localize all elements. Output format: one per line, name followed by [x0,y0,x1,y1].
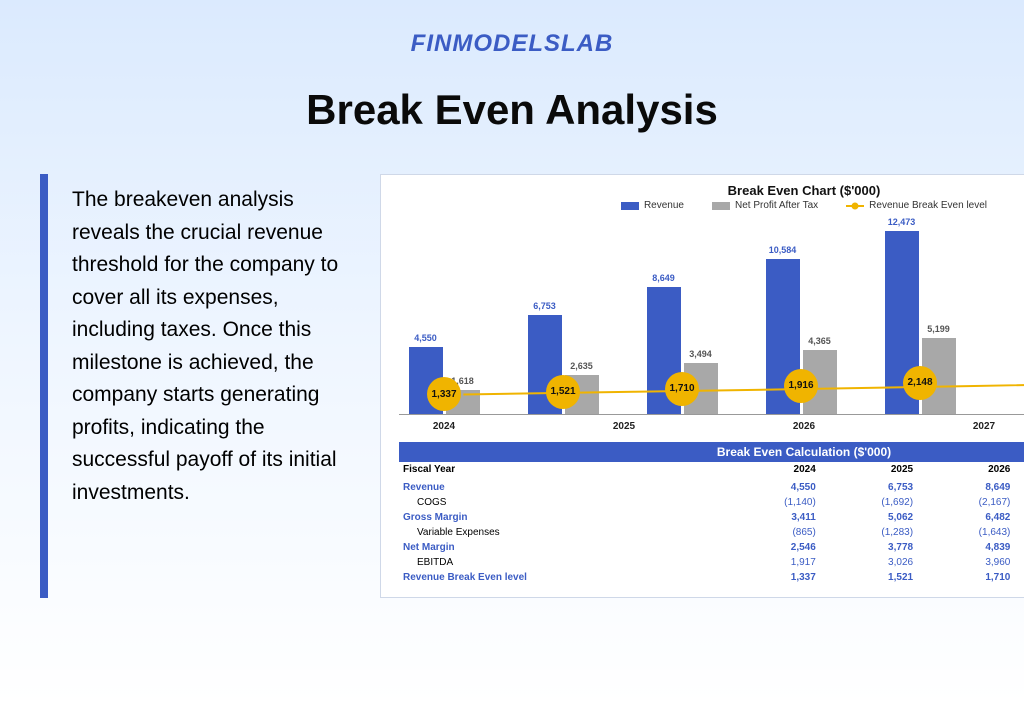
row-value-cell: 5,921 [1014,540,1024,555]
legend-break-even: Revenue Break Even level [846,200,987,211]
main-content: The breakeven analysis reveals the cruci… [0,174,1024,598]
row-value-cell: 2,546 [723,540,820,555]
table-body: Revenue4,5506,7538,64910,58412,473COGS(1… [399,480,1024,586]
bar-value-label: 8,649 [652,273,675,283]
x-axis-label: 2024 [399,421,489,432]
legend-net-profit: Net Profit After Tax [712,200,818,211]
row-value-cell: 10,584 [1014,480,1024,496]
legend-revenue: Revenue [621,200,684,211]
bar-value-label: 5,199 [927,324,950,334]
row-value-cell: 4,913 [1014,555,1024,570]
swatch-icon [621,202,639,210]
row-value-cell: 1,337 [723,570,820,585]
table-row: Revenue Break Even level1,3371,5211,7101… [399,570,1024,585]
table-row: COGS(1,140)(1,692)(2,167)(2,651)(3,125) [399,495,1024,510]
bar-value-label: 10,584 [769,245,797,255]
brand-logo: FINMODELSLAB [0,0,1024,58]
description-panel: The breakeven analysis reveals the cruci… [40,174,350,598]
row-value-cell: (1,643) [917,525,1014,540]
break-even-chart: 4,5501,6181,3376,7532,6351,5218,6493,494… [399,217,1024,415]
swatch-icon [712,202,730,210]
table-header-cell: 2025 [820,462,917,480]
row-value-cell: 1,917 [723,555,820,570]
row-value-cell: (2,011) [1014,525,1024,540]
row-value-cell: 5,062 [820,510,917,525]
legend-label: Net Profit After Tax [735,200,818,211]
page-title: Break Even Analysis [0,86,1024,134]
row-value-cell: 1,710 [917,570,1014,585]
row-value-cell: 1,521 [820,570,917,585]
row-value-cell: 1,916 [1014,570,1024,585]
legend-label: Revenue Break Even level [869,200,987,211]
table-header-row: Fiscal Year20242025202620272028 [399,462,1024,480]
bar-value-label: 4,550 [414,333,437,343]
chart-x-axis: 20242025202620272028 [399,421,1024,432]
row-value-cell: 6,753 [820,480,917,496]
row-value-cell: (865) [723,525,820,540]
swatch-icon [846,205,864,207]
row-value-cell: 4,550 [723,480,820,496]
table-row: Net Margin2,5463,7784,8395,9216,978 [399,540,1024,555]
x-axis-label: 2025 [579,421,669,432]
row-label-cell: Revenue Break Even level [399,570,723,585]
row-value-cell: 6,482 [917,510,1014,525]
row-label-cell: Revenue [399,480,723,496]
row-label-cell: Variable Expenses [399,525,723,540]
break-even-marker: 1,337 [427,377,461,411]
table-header-cell: 2027 [1014,462,1024,480]
bar-value-label: 2,635 [570,361,593,371]
row-value-cell: (1,283) [820,525,917,540]
row-value-cell: 3,026 [820,555,917,570]
row-value-cell: (1,692) [820,495,917,510]
break-even-marker: 1,521 [546,375,580,409]
chart-title: Break Even Chart ($'000) [391,183,1024,198]
x-axis-label: 2027 [939,421,1024,432]
table-row: Gross Margin3,4115,0626,4827,9329,348 [399,510,1024,525]
table-header-cell: 2024 [723,462,820,480]
row-value-cell: (2,651) [1014,495,1024,510]
bar-value-label: 12,473 [888,217,916,227]
row-label-cell: EBITDA [399,555,723,570]
row-value-cell: 7,932 [1014,510,1024,525]
table-title: Break Even Calculation ($'000) [399,442,1024,462]
x-axis-label: 2026 [759,421,849,432]
row-value-cell: (1,140) [723,495,820,510]
bar-value-label: 4,365 [808,336,831,346]
row-value-cell: 4,839 [917,540,1014,555]
row-value-cell: 3,411 [723,510,820,525]
description-text: The breakeven analysis reveals the cruci… [72,184,350,509]
bar-value-label: 6,753 [533,301,556,311]
row-label-cell: Net Margin [399,540,723,555]
row-value-cell: 8,649 [917,480,1014,496]
legend-label: Revenue [644,200,684,211]
chart-and-table-panel: Break Even Chart ($'000) Revenue Net Pro… [380,174,1024,598]
break-even-table: Fiscal Year20242025202620272028 Revenue4… [399,462,1024,585]
break-even-marker: 2,148 [903,366,937,400]
row-value-cell: 3,960 [917,555,1014,570]
table-header-cell: Fiscal Year [399,462,723,480]
break-even-marker: 1,916 [784,369,818,403]
table-row: EBITDA1,9173,0263,9604,9135,838 [399,555,1024,570]
chart-legend: Revenue Net Profit After Tax Revenue Bre… [391,200,1024,211]
row-label-cell: Gross Margin [399,510,723,525]
row-value-cell: 3,778 [820,540,917,555]
table-header-cell: 2026 [917,462,1014,480]
row-value-cell: (2,167) [917,495,1014,510]
bar-value-label: 3,494 [689,349,712,359]
table-row: Revenue4,5506,7538,64910,58412,473 [399,480,1024,496]
break-even-marker: 1,710 [665,372,699,406]
table-row: Variable Expenses(865)(1,283)(1,643)(2,0… [399,525,1024,540]
row-label-cell: COGS [399,495,723,510]
